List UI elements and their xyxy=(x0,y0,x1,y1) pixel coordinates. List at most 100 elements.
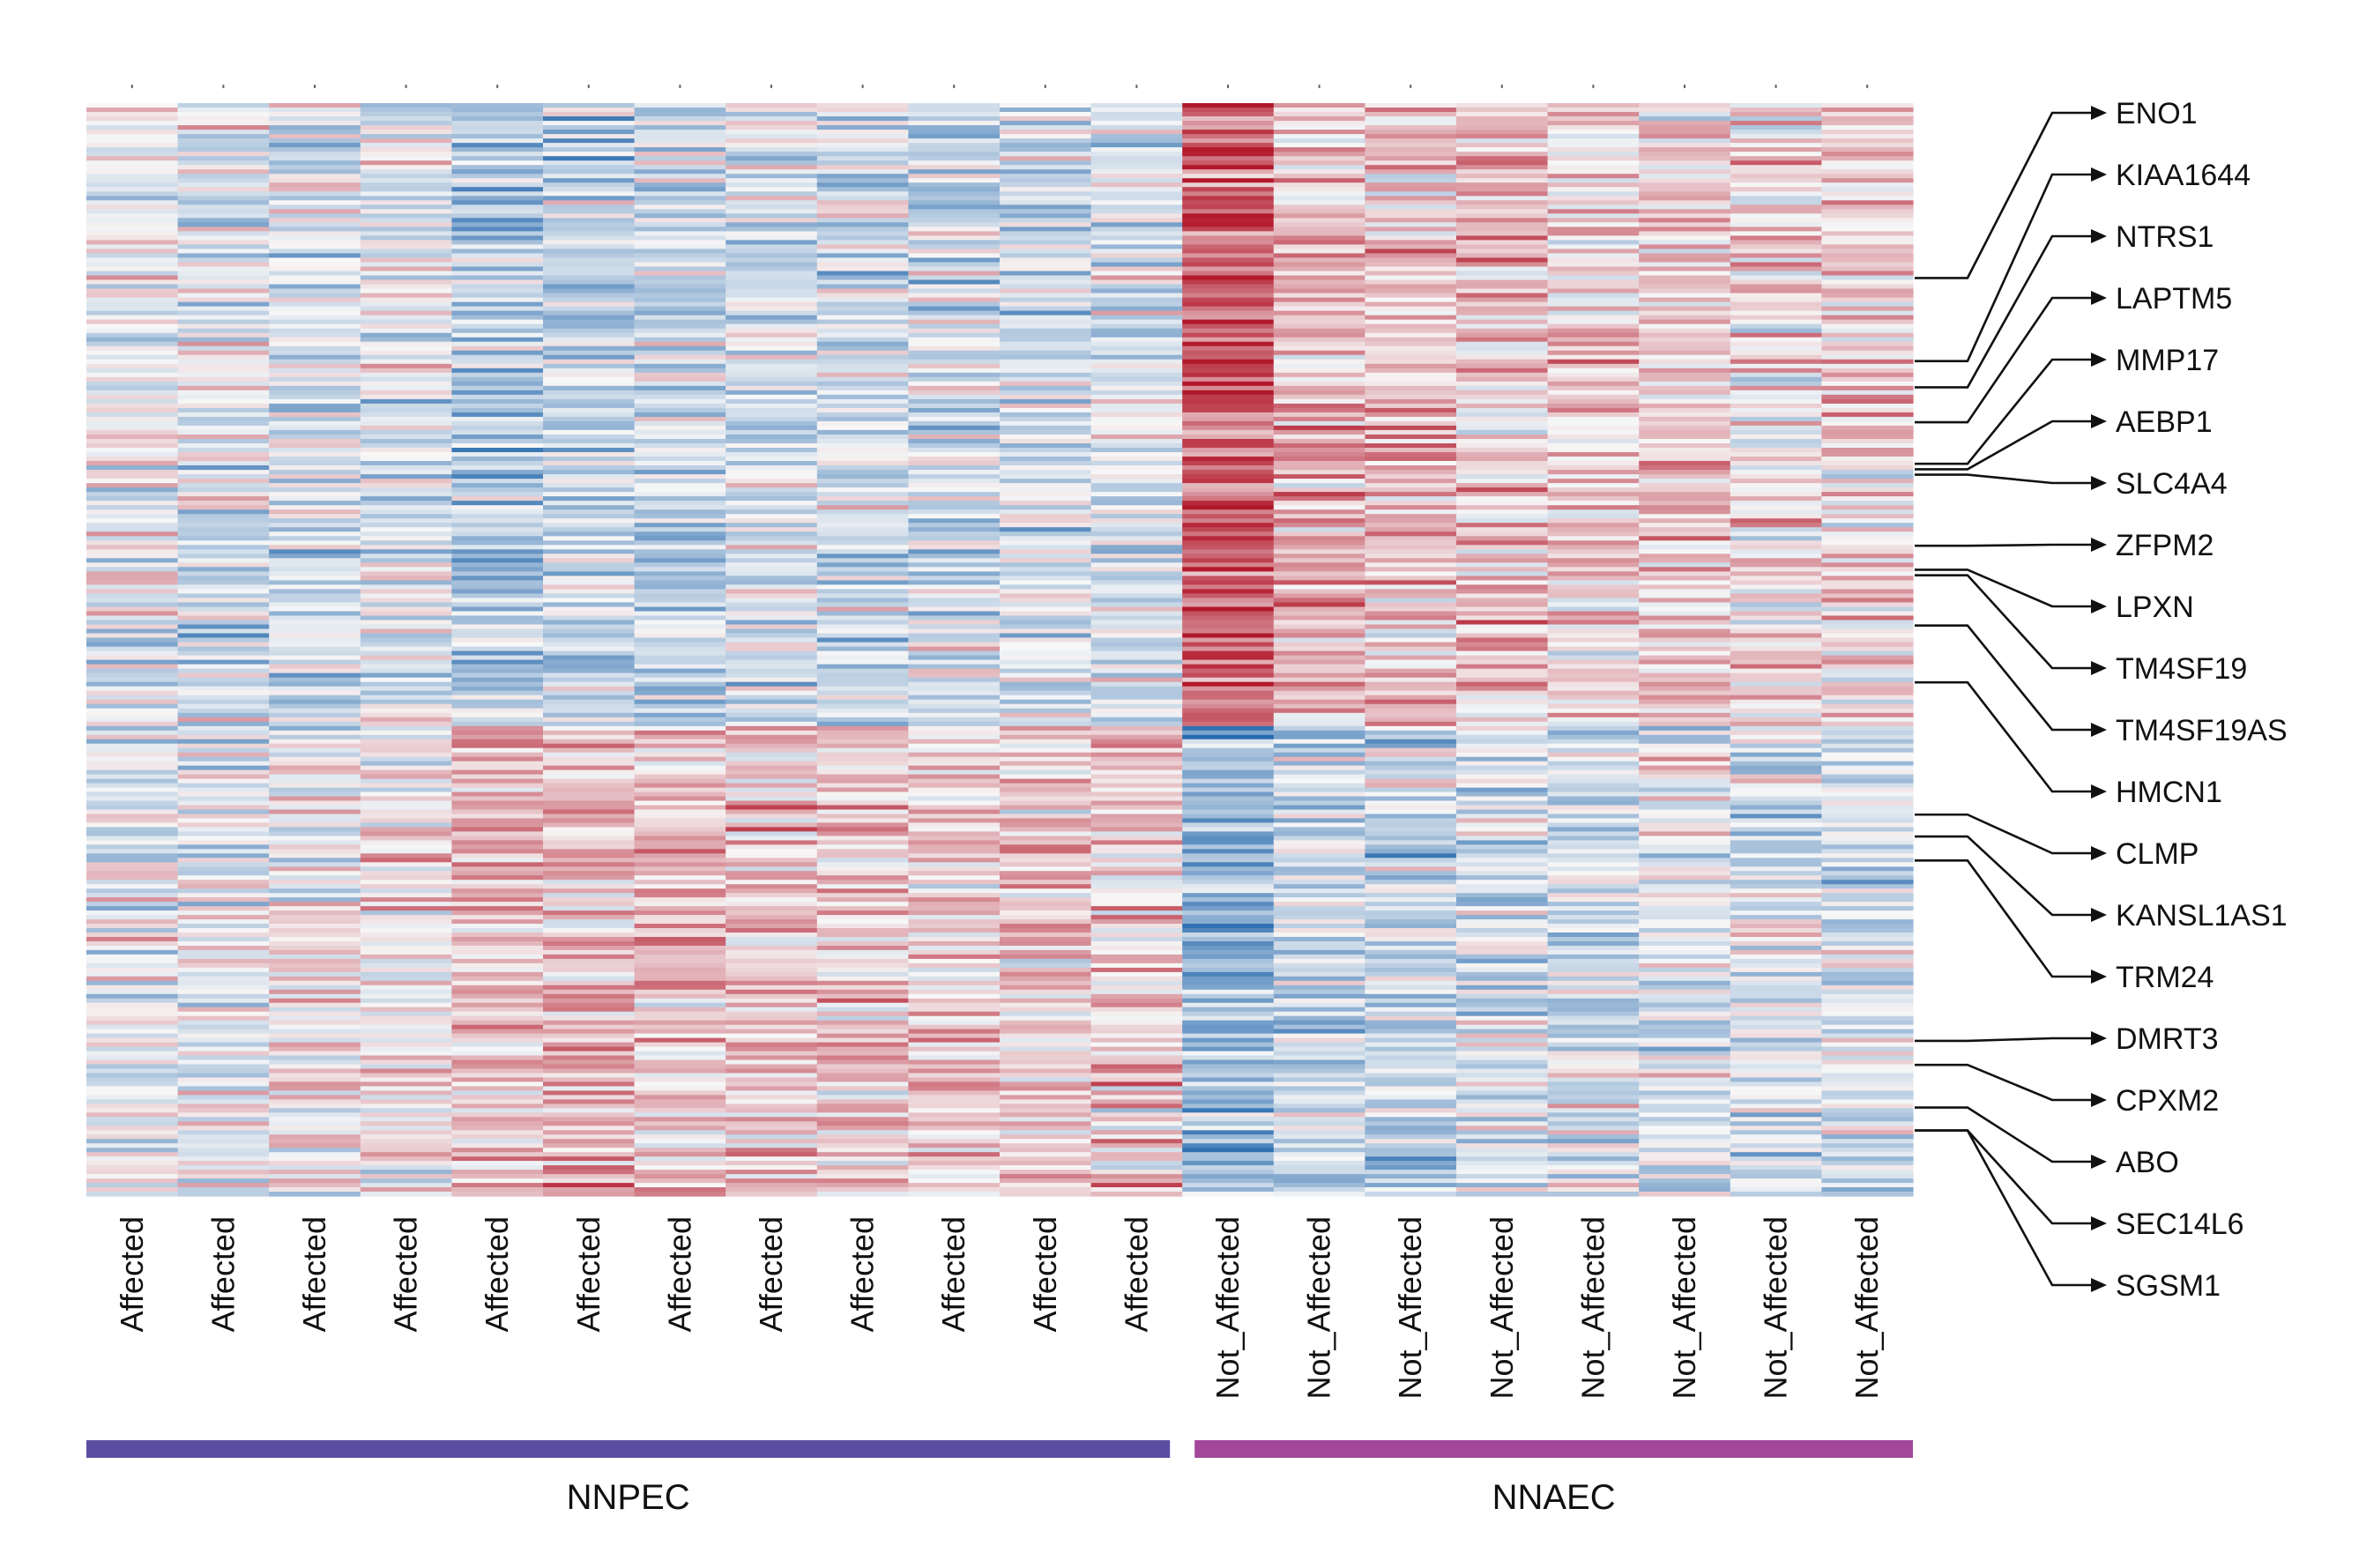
heatmap-cell xyxy=(908,774,1001,780)
heatmap-cell xyxy=(86,108,179,113)
heatmap-cell xyxy=(1547,191,1640,197)
heatmap-cell xyxy=(908,279,1001,286)
heatmap-cell xyxy=(360,275,452,281)
heatmap-cell xyxy=(634,1077,726,1083)
heatmap-cell xyxy=(1000,659,1092,665)
heatmap-cell xyxy=(1821,941,1914,947)
heatmap-cell xyxy=(1000,730,1092,736)
heatmap-cell xyxy=(1000,787,1092,793)
heatmap-cell xyxy=(816,354,909,360)
heatmap-cell xyxy=(1090,514,1183,519)
heatmap-cell xyxy=(1730,642,1822,648)
heatmap-cell xyxy=(177,611,270,617)
heatmap-cell xyxy=(1090,761,1183,767)
heatmap-cell xyxy=(86,690,179,696)
heatmap-cell xyxy=(269,1081,361,1087)
heatmap-cell xyxy=(177,439,270,444)
heatmap-cell xyxy=(1639,690,1731,696)
heatmap-cell xyxy=(725,924,818,929)
heatmap-cell xyxy=(543,699,636,705)
heatmap-cell xyxy=(816,403,909,409)
heatmap-cell xyxy=(451,628,544,635)
heatmap-cell xyxy=(269,527,361,532)
heatmap-cell xyxy=(1639,275,1731,281)
heatmap-cell xyxy=(1547,416,1640,422)
heatmap-cell xyxy=(543,836,636,841)
heatmap-cell xyxy=(1182,1130,1275,1135)
heatmap-cell xyxy=(634,523,726,528)
heatmap-cell xyxy=(451,240,544,245)
heatmap-cell xyxy=(816,809,909,815)
heatmap-cell xyxy=(816,1183,909,1188)
heatmap-cell xyxy=(86,262,179,268)
heatmap-cell xyxy=(1000,332,1092,338)
heatmap-cell xyxy=(1821,1170,1914,1175)
heatmap-cell xyxy=(177,993,270,1000)
heatmap-cell xyxy=(543,962,636,969)
heatmap-cell xyxy=(451,222,544,227)
heatmap-cell xyxy=(269,235,361,241)
heatmap-cell xyxy=(543,306,636,312)
heatmap-cell xyxy=(725,602,818,607)
heatmap-cell xyxy=(451,814,544,820)
heatmap-cell xyxy=(1639,642,1731,648)
heatmap-cell xyxy=(725,1134,818,1140)
heatmap-cell xyxy=(634,1112,726,1118)
heatmap-cell xyxy=(177,257,270,263)
heatmap-cell xyxy=(269,249,361,254)
heatmap-cell xyxy=(1639,602,1731,607)
heatmap-cell xyxy=(1547,227,1640,232)
heatmap-cell xyxy=(1273,1156,1365,1162)
heatmap-cell xyxy=(360,1095,452,1100)
heatmap-cell xyxy=(86,249,179,254)
heatmap-cell xyxy=(451,567,544,572)
heatmap-cell xyxy=(177,182,270,188)
heatmap-cell xyxy=(634,897,726,903)
heatmap-cell xyxy=(1821,1081,1914,1087)
heatmap-cell xyxy=(1273,407,1365,413)
heatmap-cell xyxy=(908,642,1001,648)
heatmap-cell xyxy=(543,1007,636,1013)
heatmap-cell xyxy=(177,249,270,254)
heatmap-cell xyxy=(451,125,544,130)
heatmap-cell xyxy=(1000,1015,1092,1022)
heatmap-cell xyxy=(177,470,270,475)
heatmap-cell xyxy=(1821,681,1914,687)
heatmap-cell xyxy=(543,257,636,263)
heatmap-cell xyxy=(1365,416,1457,422)
heatmap-cell xyxy=(1456,681,1549,687)
heatmap-cell xyxy=(543,673,636,679)
heatmap-cell xyxy=(1273,646,1365,652)
heatmap-cell xyxy=(725,354,818,360)
heatmap-cell xyxy=(1456,655,1549,661)
heatmap-cell xyxy=(177,1134,270,1140)
heatmap-cell xyxy=(1273,769,1365,776)
heatmap-cell xyxy=(1273,288,1365,294)
heatmap-cell xyxy=(543,271,636,277)
heatmap-cell xyxy=(634,668,726,674)
heatmap-cell xyxy=(543,1134,636,1140)
heatmap-cell xyxy=(908,1143,1001,1148)
heatmap-cell xyxy=(725,858,818,863)
heatmap-cell xyxy=(269,293,361,299)
heatmap-cell xyxy=(1456,112,1549,117)
heatmap-cell xyxy=(908,858,1001,863)
heatmap-cell xyxy=(1547,1130,1640,1135)
heatmap-cell xyxy=(908,1037,1001,1044)
heatmap-cell xyxy=(634,628,726,635)
heatmap-cell xyxy=(1000,1104,1092,1109)
heatmap-cell xyxy=(451,752,544,758)
heatmap-cell xyxy=(86,1068,179,1074)
heatmap-cell xyxy=(1639,227,1731,232)
heatmap-cell xyxy=(360,769,452,776)
heatmap-cell xyxy=(1182,598,1275,603)
heatmap-cell xyxy=(1730,924,1822,929)
heatmap-cell xyxy=(1639,620,1731,626)
heatmap-cell xyxy=(269,514,361,519)
heatmap-cell xyxy=(1000,677,1092,683)
heatmap-cell xyxy=(360,279,452,286)
heatmap-cell xyxy=(86,385,179,391)
heatmap-cell xyxy=(1365,584,1457,590)
heatmap-cell xyxy=(177,946,270,951)
heatmap-cell xyxy=(1182,435,1275,440)
